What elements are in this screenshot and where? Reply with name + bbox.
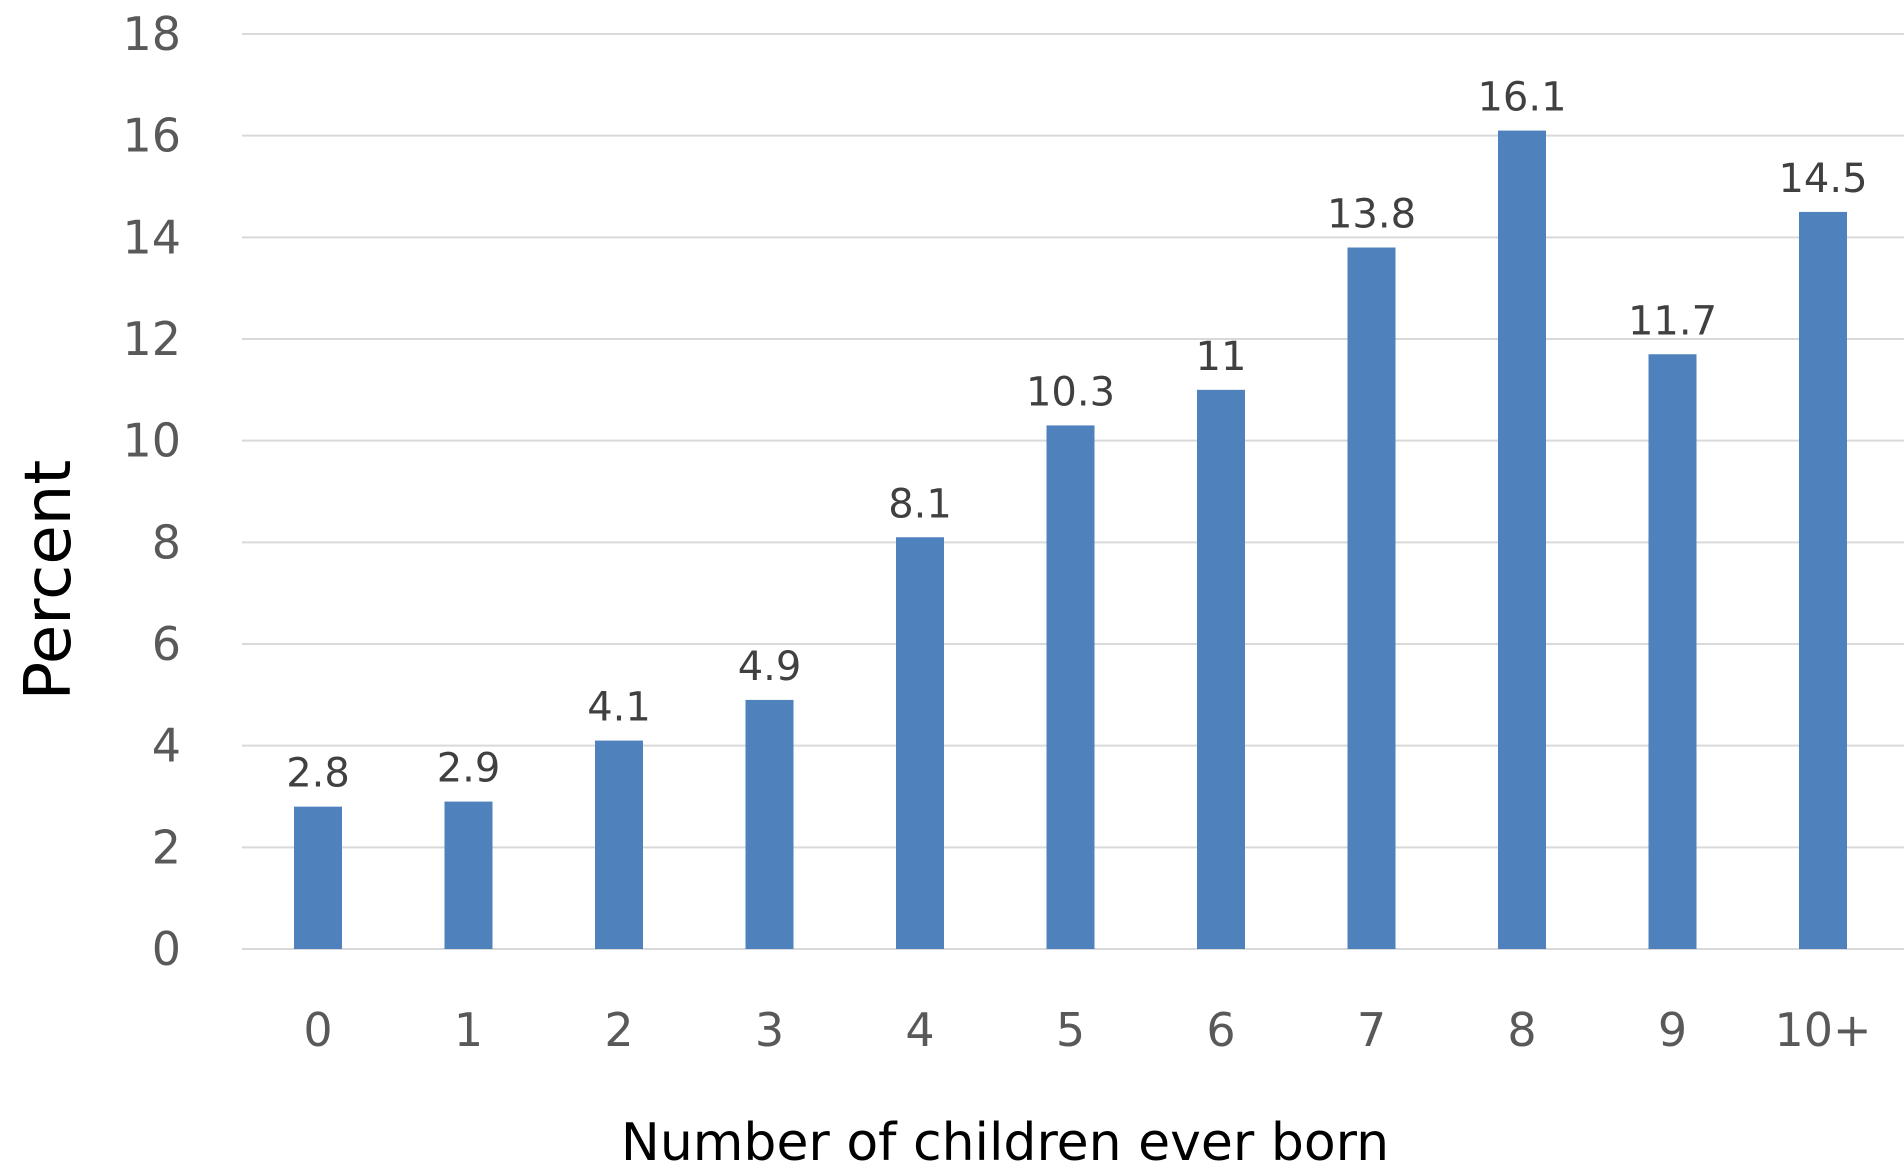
x-tick-label: 4: [905, 1003, 934, 1057]
x-tick-label: 0: [303, 1003, 332, 1057]
bars: [294, 130, 1847, 950]
data-label: 14.5: [1778, 156, 1867, 202]
data-label: 16.1: [1477, 75, 1566, 121]
x-tick-label: 6: [1206, 1003, 1235, 1057]
bar-3: [745, 699, 794, 949]
data-label: 2.9: [437, 746, 501, 792]
y-tick-label: 12: [122, 312, 181, 366]
y-tick-label: 2: [152, 820, 181, 874]
data-label: 13.8: [1327, 192, 1416, 238]
bar-0: [294, 806, 342, 949]
x-tick-label: 9: [1658, 1003, 1687, 1057]
bar-5: [1046, 425, 1095, 950]
y-tick-label: 4: [152, 719, 181, 773]
x-axis-title: Number of children ever born: [621, 1113, 1389, 1173]
y-tick-label: 0: [152, 922, 181, 976]
bar-9: [1648, 354, 1697, 949]
y-tick-label: 10: [122, 414, 181, 468]
x-tick-label: 1: [454, 1003, 483, 1057]
x-tick-label: 7: [1357, 1003, 1386, 1057]
bar-10-plus: [1799, 211, 1847, 949]
data-label: 11.7: [1628, 298, 1717, 344]
y-tick-label: 14: [122, 210, 181, 264]
x-tick-label: 5: [1056, 1003, 1085, 1057]
data-label: 11: [1196, 334, 1247, 380]
x-tick-label: 10+: [1774, 1003, 1871, 1057]
data-label: 8.1: [888, 481, 952, 527]
data-label: 4.9: [738, 644, 802, 690]
data-label: 4.1: [587, 685, 651, 731]
y-tick-label: 16: [122, 109, 181, 163]
x-tick-label: 3: [755, 1003, 784, 1057]
x-tick-label: 2: [604, 1003, 633, 1057]
data-labels: 2.8 2.9 4.1 4.9 8.1 10.3 11 13.8 16.1 11.7 14.5: [286, 75, 1867, 797]
bar-6: [1197, 389, 1245, 949]
x-axis-ticks: 0 1 2 3 4 5 6 7 8 9 10+: [303, 1003, 1871, 1057]
bar-7: [1347, 247, 1396, 949]
y-axis-title: Percent: [12, 460, 86, 701]
bar-2: [595, 740, 643, 949]
y-tick-label: 8: [152, 515, 181, 569]
data-label: 10.3: [1026, 369, 1115, 415]
y-axis-ticks: 0 2 4 6 8 10 12 14 16 18: [122, 7, 181, 976]
y-tick-label: 18: [122, 7, 181, 61]
data-label: 2.8: [286, 751, 350, 797]
y-tick-label: 6: [152, 617, 181, 671]
x-tick-label: 8: [1507, 1003, 1536, 1057]
bar-1: [444, 801, 493, 949]
bar-8: [1498, 130, 1546, 950]
bar-4: [896, 537, 944, 949]
